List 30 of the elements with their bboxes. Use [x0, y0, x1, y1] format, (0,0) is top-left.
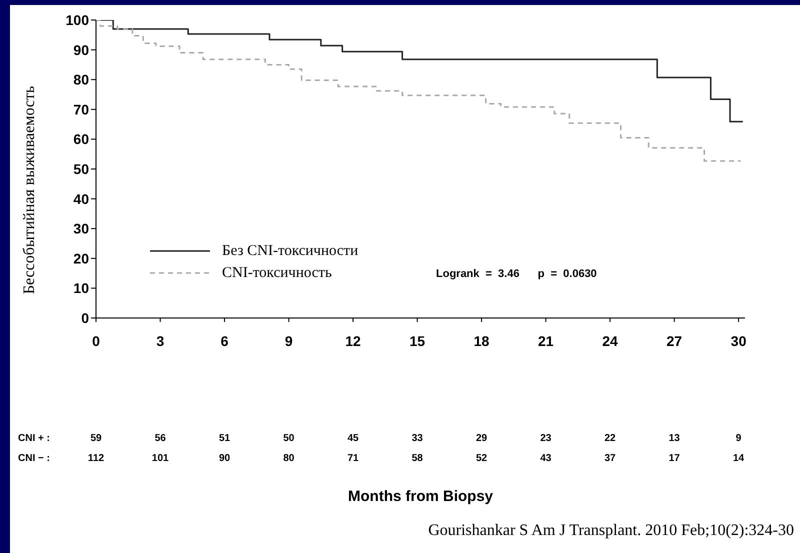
y-tick-label: 60: [73, 131, 90, 148]
y-tick-label: 90: [73, 42, 90, 58]
x-tick-label: 0: [92, 332, 100, 349]
y-tick-label: 70: [73, 101, 90, 118]
x-tick-label: 21: [538, 332, 554, 349]
x-tick-label: 30: [730, 332, 747, 349]
x-tick-label: 18: [474, 332, 490, 349]
x-tick-label: 15: [410, 332, 426, 349]
x-tick-label: 3: [156, 332, 164, 349]
y-tick-label: 20: [73, 250, 90, 266]
text: Months from Biopsy: [348, 488, 493, 505]
annotation: Logrank = 3.46 p = 0.0630: [436, 268, 597, 280]
text: Gourishankar S Am J Transplant. 2010 Feb;10(2):324-30: [428, 522, 794, 540]
x-tick-label: 27: [666, 332, 682, 349]
y-tick-label: 10: [73, 280, 90, 296]
x-tick-label: 9: [284, 332, 293, 349]
y-tick-label: 0: [81, 310, 90, 326]
text: CNI − : 112 101 90 80 71 58 52 43 37 17 14: [18, 453, 744, 464]
y-axis-title: Бессобытийная выживаемость: [21, 86, 39, 294]
x-tick-label: 24: [602, 332, 618, 349]
y-tick-label: 50: [73, 160, 90, 177]
y-tick-label: 30: [73, 220, 90, 237]
text: CNI + : 59 56 51 50 45 33 29 23 22 13 9: [18, 433, 742, 444]
y-tick-label: 100: [66, 12, 90, 28]
x-tick-label: 12: [345, 332, 362, 349]
legend-label: CNI-токсичность: [222, 264, 332, 282]
x-tick-label: 6: [220, 332, 229, 349]
legend-label: Без CNI-токсичности: [222, 242, 358, 260]
y-tick-label: 40: [73, 190, 90, 207]
y-tick-label: 80: [73, 72, 90, 88]
